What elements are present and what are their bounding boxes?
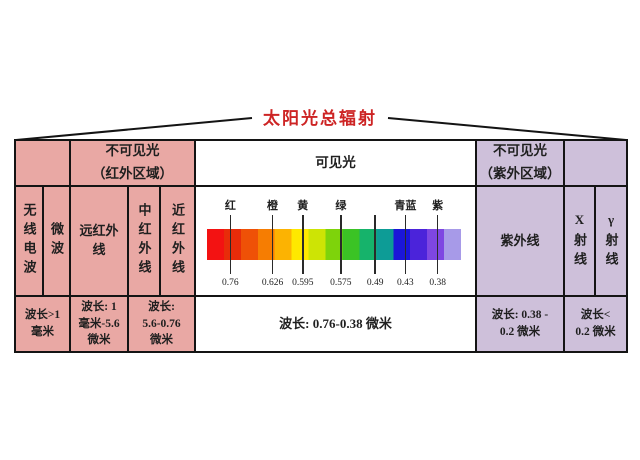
wavelength-far-infrared: 波长: 1 毫米-5.6 微米: [71, 297, 129, 351]
spectrum-tick-line: [271, 215, 274, 274]
header-infrared: 不可见光 （红外区域）: [71, 141, 196, 187]
band-near-infrared: 近红外线: [161, 187, 196, 297]
spectrum-tick-line: [404, 215, 407, 274]
header-empty-right: [565, 141, 626, 187]
wavelength-ultraviolet: 波长: 0.38 - 0.2 微米: [477, 297, 565, 351]
band-radio-waves: 无线电波: [16, 187, 44, 297]
spectrum-table: 不可见光 （红外区域） 可见光 不可见光 （紫外区域） 无线电波 微波 远红外 …: [14, 139, 628, 353]
spectrum-tick-line: [229, 215, 232, 274]
band-microwave: 微波: [44, 187, 71, 297]
spectrum-wavelength-value: 0.43: [397, 278, 414, 288]
spectrum-color-label: 黄: [297, 200, 309, 212]
roof-line-left: [15, 117, 253, 141]
spectrum-wavelength-value: 0.575: [330, 278, 352, 288]
spectrum-color-label: 橙: [267, 200, 279, 212]
band-gamma-ray: γ射线: [596, 187, 626, 297]
band-ultraviolet: 紫外线: [477, 187, 565, 297]
spectrum-color-label: 紫: [432, 200, 444, 212]
wavelength-mid-near-infrared: 波长: 5.6-0.76 微米: [129, 297, 196, 351]
header-ultraviolet: 不可见光 （紫外区域）: [477, 141, 565, 187]
header-visible: 可见光: [196, 141, 477, 187]
spectrum-ticks: 红 0.76 橙 0.626 黄 0.595 绿 0.575 0.49 青蓝 0.43 紫 0.38: [207, 187, 461, 295]
spectrum-bar: [207, 229, 461, 260]
wavelength-radio-microwave: 波长>1 毫米: [16, 297, 71, 351]
roof-lines: [15, 117, 627, 141]
spectrum-wavelength-value: 0.49: [366, 278, 384, 288]
spectrum-color-label: 绿: [335, 200, 347, 212]
spectrum-wavelength-value: 0.76: [222, 278, 239, 288]
spectrum-color-label: 青蓝: [394, 200, 417, 212]
band-mid-infrared: 中红外线: [129, 187, 161, 297]
spectrum-tick-line: [301, 215, 304, 274]
spectrum-wavelength-value: 0.626: [261, 278, 284, 288]
page-title: 太阳光总辐射: [263, 109, 377, 128]
spectrum-wavelength-value: 0.38: [429, 278, 446, 288]
spectrum-tick-line: [340, 215, 342, 274]
roof-line-right: [387, 117, 627, 141]
header-empty-left: [16, 141, 71, 187]
spectrum-tick-line: [436, 215, 439, 274]
visible-spectrum-cell: 红 0.76 橙 0.626 黄 0.595 绿 0.575 0.49 青蓝 0.43 紫 0.38: [196, 187, 477, 297]
band-far-infrared: 远红外 线: [71, 187, 129, 297]
band-xray: X射线: [565, 187, 596, 297]
spectrum-color-label: 红: [224, 200, 236, 212]
visible-spectrum: 红 0.76 橙 0.626 黄 0.595 绿 0.575 0.49 青蓝 0.43 紫 0.38: [207, 187, 461, 295]
spectrum-wavelength-value: 0.595: [292, 278, 314, 288]
spectrum-tick-line: [374, 215, 376, 274]
wavelength-visible: 波长: 0.76-0.38 微米: [196, 297, 477, 351]
wavelength-xray-gamma: 波长< 0.2 微米: [565, 297, 626, 351]
